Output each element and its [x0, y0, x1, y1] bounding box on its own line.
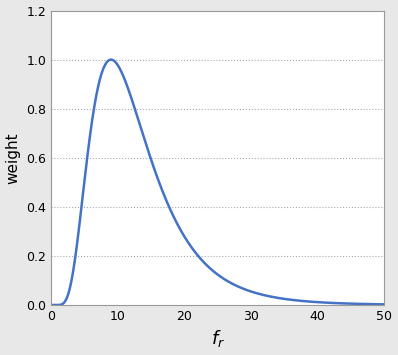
X-axis label: $f_r$: $f_r$ [211, 328, 225, 349]
Y-axis label: weight: weight [6, 132, 21, 184]
